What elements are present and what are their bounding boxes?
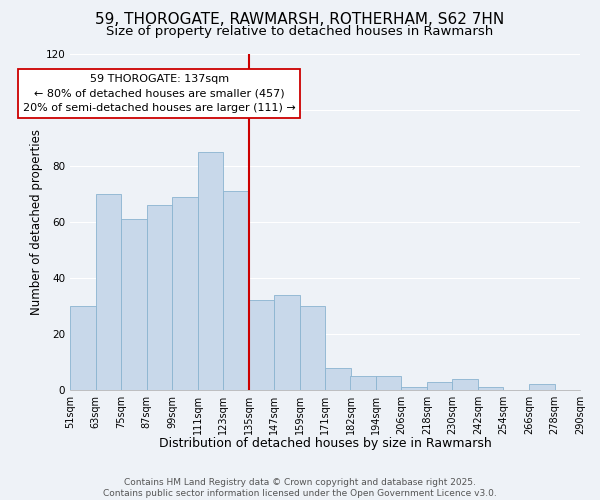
Bar (121, 219, 146, 390)
Bar (248, 300, 274, 390)
Text: 59, THOROGATE, RAWMARSH, ROTHERHAM, S62 7HN: 59, THOROGATE, RAWMARSH, ROTHERHAM, S62 … (95, 12, 505, 28)
Bar (529, 384, 554, 390)
Bar (401, 387, 427, 390)
X-axis label: Distribution of detached houses by size in Rawmarsh: Distribution of detached houses by size … (158, 437, 491, 450)
Bar (299, 306, 325, 390)
Text: Size of property relative to detached houses in Rawmarsh: Size of property relative to detached ho… (106, 25, 494, 38)
Bar (172, 197, 197, 390)
Bar (197, 152, 223, 390)
Bar (350, 376, 376, 390)
Bar (274, 295, 299, 390)
Bar (452, 379, 478, 390)
Bar (478, 387, 503, 390)
Y-axis label: Number of detached properties: Number of detached properties (29, 129, 43, 315)
Bar (146, 205, 172, 390)
Bar (95, 194, 121, 390)
Text: 59 THOROGATE: 137sqm
← 80% of detached houses are smaller (457)
20% of semi-deta: 59 THOROGATE: 137sqm ← 80% of detached h… (23, 74, 296, 113)
Bar (70, 306, 95, 390)
Text: Contains HM Land Registry data © Crown copyright and database right 2025.
Contai: Contains HM Land Registry data © Crown c… (103, 478, 497, 498)
Bar (325, 368, 350, 390)
Bar (376, 376, 401, 390)
Bar (427, 382, 452, 390)
Bar (223, 191, 248, 390)
